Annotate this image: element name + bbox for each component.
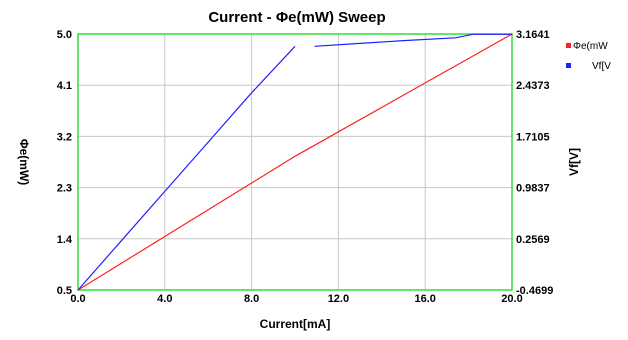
y-right-tick-label: 1.7105 <box>516 131 550 143</box>
y-left-tick-label: 4.1 <box>57 80 72 92</box>
series-line-phi <box>77 33 513 291</box>
x-tick-label: 20.0 <box>501 293 522 305</box>
chart-title: Current - Φe(mW) Sweep <box>208 9 385 26</box>
y-left-tick-label: 1.4 <box>57 234 73 246</box>
y-left-tick-label: 2.3 <box>57 183 72 195</box>
x-tick-label: 8.0 <box>244 293 259 305</box>
y-left-axis-title: Φe(mW) <box>17 139 31 186</box>
legend-label-phi: Φe(mW <box>573 41 608 52</box>
y-left-tick-label: 5.0 <box>57 29 72 41</box>
series-layer <box>77 33 513 291</box>
x-axis-title: Current[mA] <box>260 317 331 331</box>
legend-swatch-vf <box>566 63 571 68</box>
y-right-tick-label: 3.1641 <box>516 29 550 41</box>
grid-layer <box>78 34 512 290</box>
x-tick-label: 4.0 <box>157 293 172 305</box>
x-tick-label: 12.0 <box>328 293 349 305</box>
y-right-tick-label: -0.4699 <box>516 285 553 297</box>
y-left-tick-label: 0.5 <box>57 285 72 297</box>
tick-layer: 0.0 4.0 8.0 12.0 16.0 20.0 0.5 1.4 2.3 3.2 4.1 5.0 -… <box>57 29 554 305</box>
legend-swatch-phi <box>566 43 571 48</box>
y-left-tick-label: 3.2 <box>57 131 72 143</box>
x-tick-label: 16.0 <box>414 293 435 305</box>
series-line-vf <box>77 45 296 291</box>
y-right-tick-label: 0.9837 <box>516 183 550 195</box>
y-right-axis-title: Vf[V] <box>567 148 581 176</box>
y-right-tick-label: 0.2569 <box>516 234 550 246</box>
series-line-vf <box>314 33 512 47</box>
x-tick-label: 0.0 <box>70 293 85 305</box>
legend-label-vf: Vf[V <box>592 61 611 72</box>
legend: Φe(mW Vf[V <box>566 41 611 72</box>
plot-frame <box>77 33 513 291</box>
y-right-tick-label: 2.4373 <box>516 80 550 92</box>
